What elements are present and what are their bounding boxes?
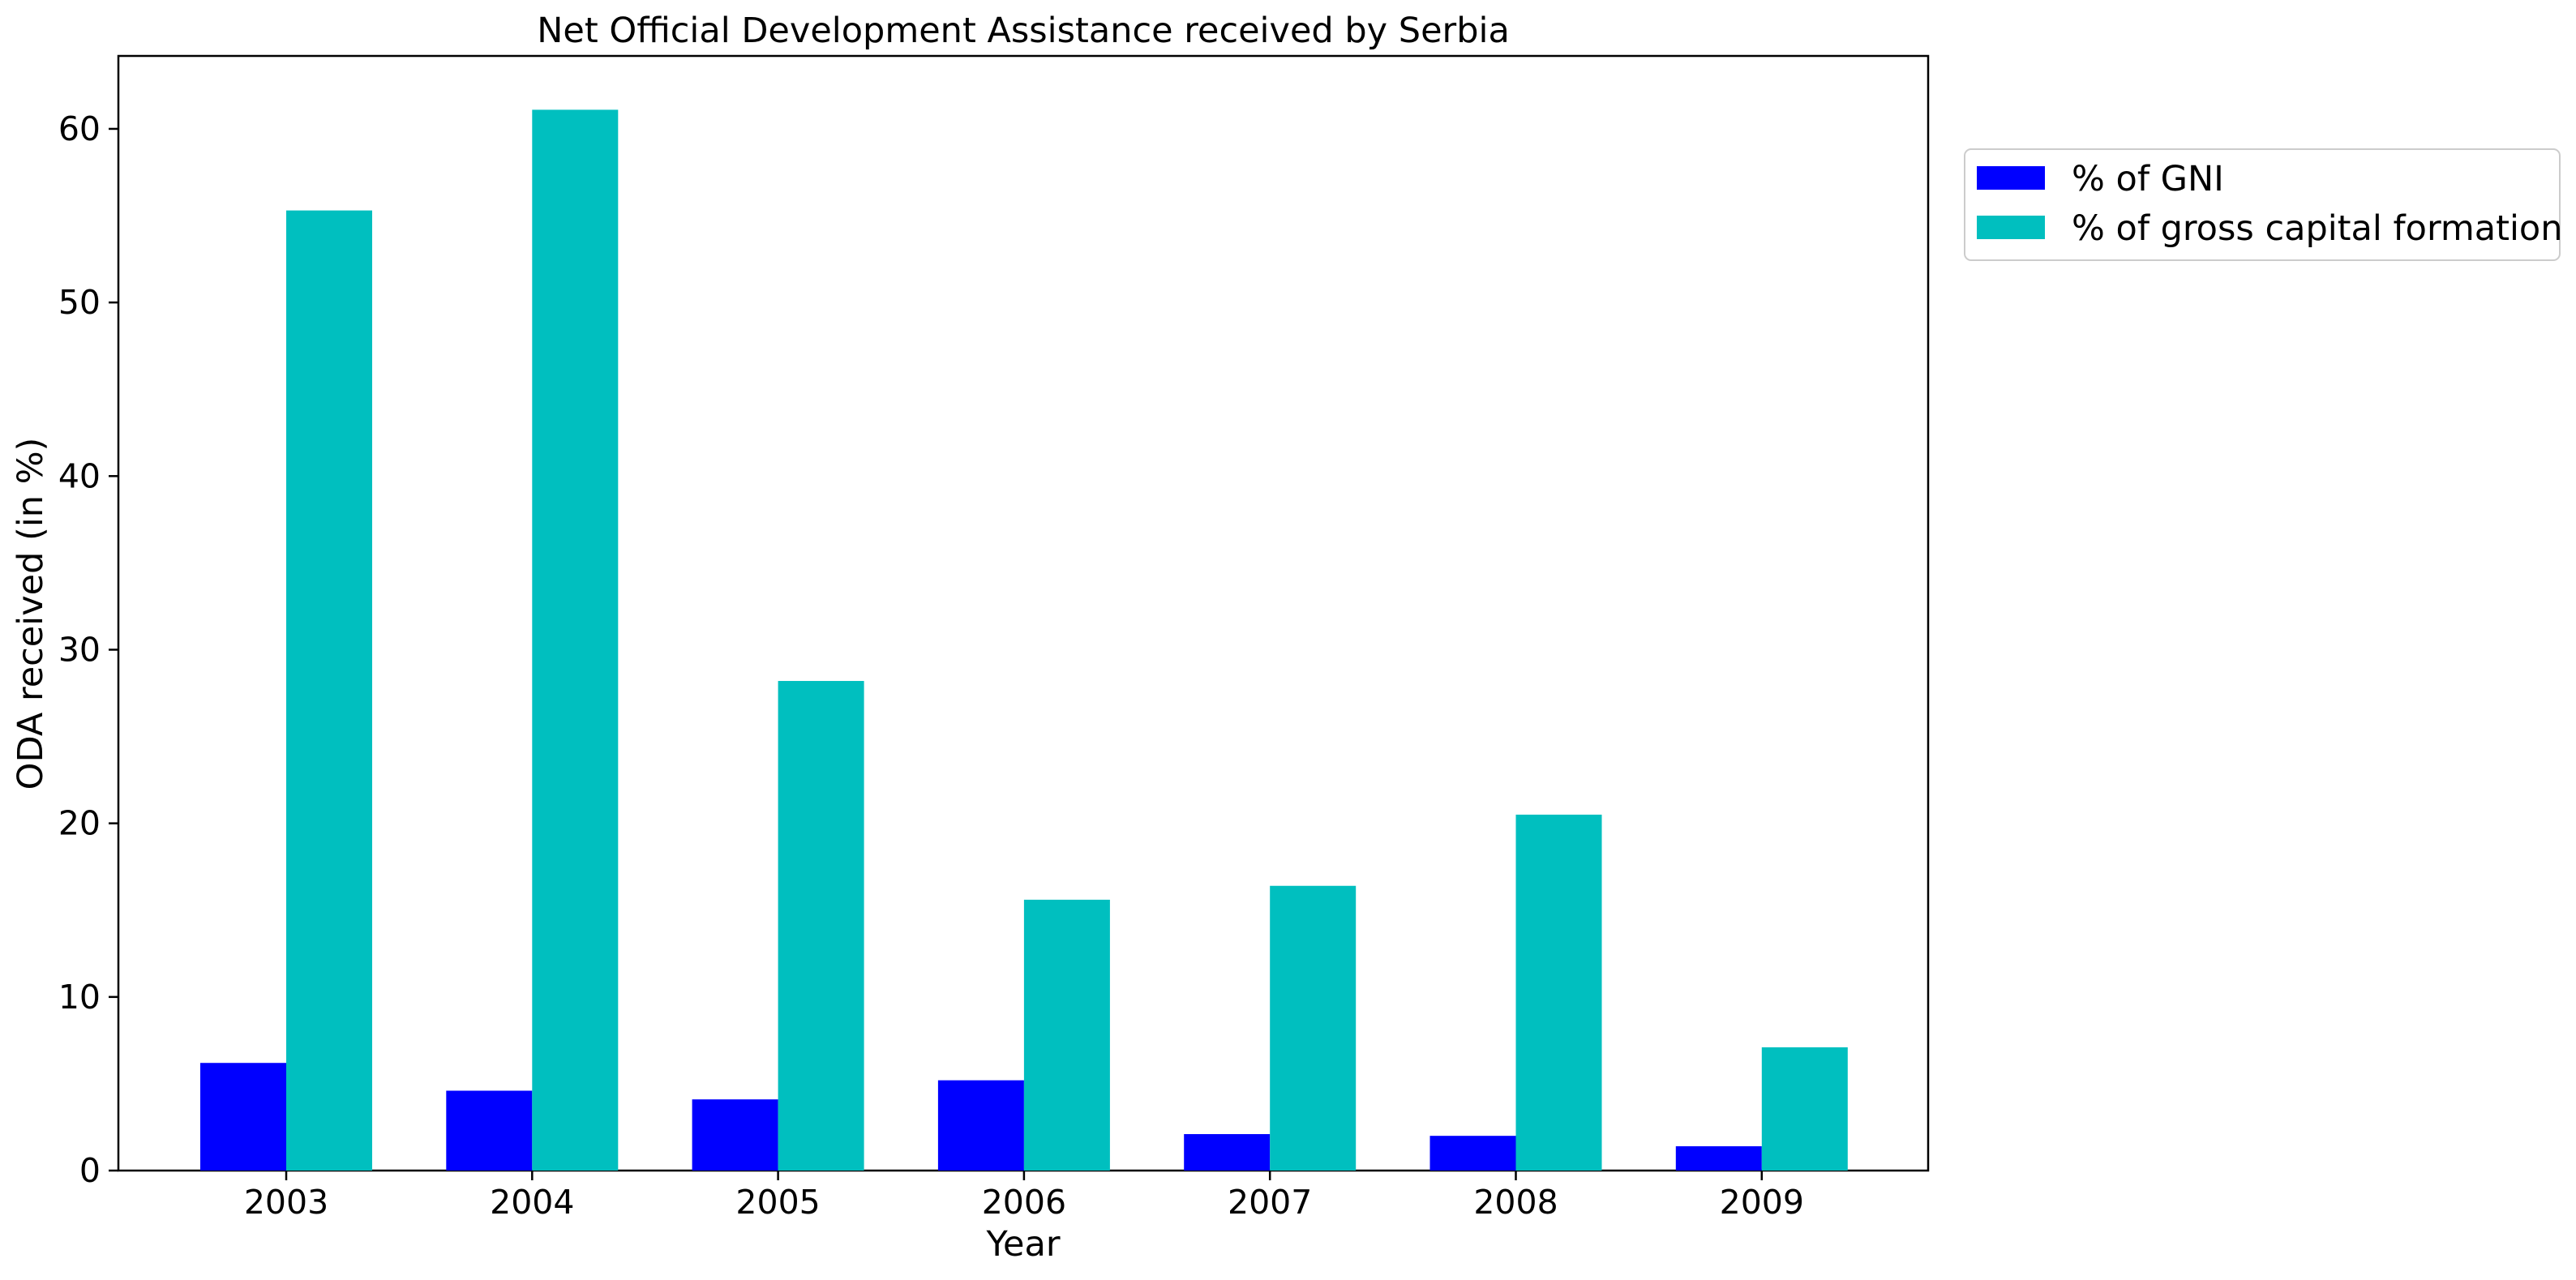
x-axis: 2003 2004 2005 2006 2007 2008 2009 [244,1171,1804,1222]
bar-gni-2004 [446,1090,533,1171]
x-tick-label: 2007 [1228,1183,1312,1222]
bar-gcf-2006 [1023,899,1110,1171]
bar-gcf-2004 [532,109,619,1171]
bar-gcf-2009 [1761,1047,1848,1171]
bar-gni-2005 [692,1099,778,1171]
bar-gcf-2003 [286,210,372,1171]
legend-frame [1964,148,2561,261]
y-tick-label: 40 [58,456,101,495]
x-tick-label: 2006 [982,1183,1066,1222]
legend-swatch-gcf [1977,216,2045,239]
y-axis-label: ODA received (in %) [11,438,51,790]
x-tick-label: 2004 [490,1183,574,1222]
bar-gni-2006 [937,1080,1024,1171]
y-tick-label: 60 [58,109,101,148]
bar-gni-2003 [200,1063,286,1171]
plot-frame [117,54,1930,1172]
bar-gcf-2007 [1270,885,1357,1171]
y-tick-label: 0 [79,1151,101,1190]
bar-gni-2009 [1675,1146,1762,1171]
legend: % of GNI % of gross capital formation [1964,148,2563,261]
y-tick-label: 50 [58,283,101,322]
bar-gcf-2005 [778,681,864,1171]
y-tick-label: 30 [58,630,101,669]
y-tick-label: 10 [58,978,101,1017]
legend-label-gni: % of GNI [2072,159,2224,199]
x-axis-label: Year [985,1224,1060,1265]
legend-swatch-gni [1977,166,2045,190]
x-tick-label: 2008 [1473,1183,1558,1222]
bars-group [200,109,1848,1171]
y-tick-label: 20 [58,804,101,843]
x-tick-label: 2009 [1720,1183,1804,1222]
chart-title: Net Official Development Assistance rece… [537,11,1510,51]
bar-gcf-2008 [1515,814,1602,1171]
y-axis: 0 10 20 30 40 50 60 [58,109,118,1190]
x-tick-label: 2003 [244,1183,328,1222]
legend-label-gcf: % of gross capital formation [2072,208,2563,249]
bar-gni-2008 [1429,1136,1516,1171]
bar-gni-2007 [1184,1134,1271,1171]
x-tick-label: 2005 [735,1183,820,1222]
